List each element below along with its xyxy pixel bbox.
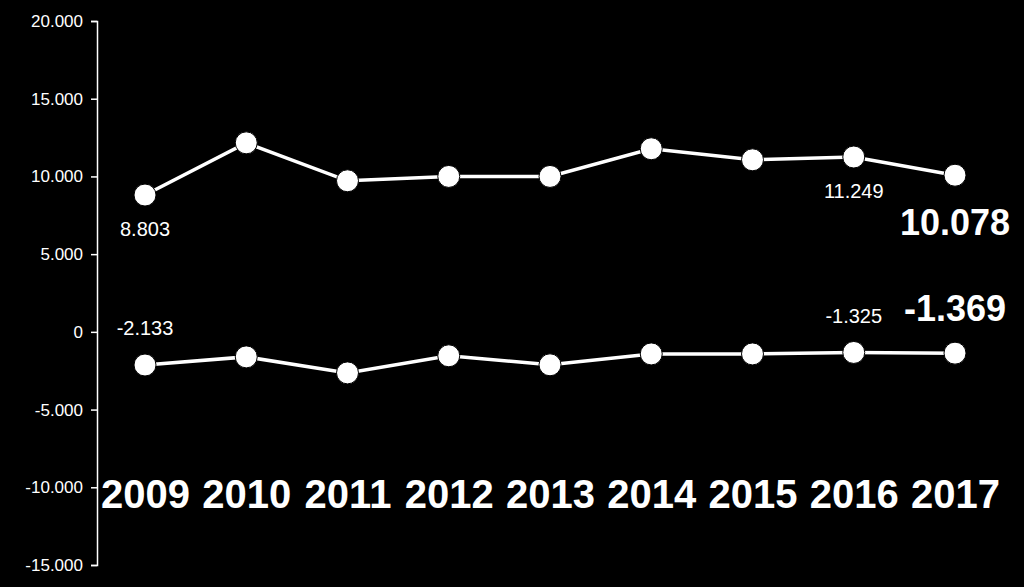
y-axis-line (91, 22, 98, 566)
y-tick: -10.000 (25, 478, 97, 497)
y-axis: -15.000 -10.000 -5.000 0 5.000 10.000 15.000 20… (25, 12, 97, 575)
data-label: -1.325 (825, 305, 882, 327)
y-tick: 20.000 (31, 12, 97, 31)
y-tick-mark (91, 409, 97, 411)
y-tick-label: 15.000 (31, 90, 83, 109)
series-marker (337, 170, 359, 192)
y-tick-label: -10.000 (25, 478, 83, 497)
y-tick: 10.000 (31, 167, 97, 186)
y-tick-mark (91, 21, 97, 23)
y-tick-mark (91, 176, 97, 178)
series-marker (843, 146, 865, 168)
y-tick: -5.000 (35, 401, 97, 420)
x-tick-label: 2017 (911, 472, 1000, 516)
series-marker (134, 354, 156, 376)
y-tick-label: 0 (74, 323, 83, 342)
data-label: 8.803 (120, 218, 170, 240)
series-marker (134, 184, 156, 206)
x-tick-label: 2013 (506, 472, 595, 516)
x-axis: 2009 2010 2011 2012 2013 2014 2015 2016 2017 (101, 472, 1000, 516)
series-marker (742, 343, 764, 365)
plot-area (134, 132, 966, 384)
series-marker (235, 346, 257, 368)
x-tick-label: 2014 (607, 472, 697, 516)
y-tick-label: -5.000 (35, 401, 83, 420)
y-tick-label: 10.000 (31, 167, 83, 186)
series-marker (337, 362, 359, 384)
y-tick: -15.000 (25, 556, 97, 575)
chart: -15.000 -10.000 -5.000 0 5.000 10.000 15.000 20… (0, 0, 1024, 587)
series-marker (944, 164, 966, 186)
x-tick-label: 2010 (202, 472, 291, 516)
y-tick-label: -15.000 (25, 556, 83, 575)
x-tick: 2017 (911, 472, 1000, 516)
series-marker (742, 149, 764, 171)
x-tick: 2014 (607, 472, 697, 516)
x-tick-label: 2016 (810, 472, 899, 516)
y-tick: 0 (74, 323, 97, 342)
x-tick: 2013 (506, 472, 595, 516)
y-tick-label: 5.000 (40, 245, 83, 264)
x-tick: 2011 (305, 472, 392, 516)
series-marker (539, 165, 561, 187)
series-marker (438, 345, 460, 367)
data-label: -2.133 (117, 317, 174, 339)
y-tick-label: 20.000 (31, 12, 83, 31)
series-marker (944, 342, 966, 364)
x-tick-label: 2015 (709, 472, 798, 516)
y-tick-mark (91, 332, 97, 334)
y-tick: 15.000 (31, 90, 97, 109)
y-tick-mark (91, 98, 97, 100)
data-labels: 8.803 11.249 10.078 -2.133 -1.325 -1.369 (117, 180, 1010, 339)
series-marker (438, 165, 460, 187)
x-tick-label: 2011 (305, 472, 392, 516)
y-tick-mark (91, 565, 97, 567)
y-tick-mark (91, 254, 97, 256)
series-marker (640, 138, 662, 160)
x-tick-label: 2012 (405, 472, 494, 516)
x-tick-label: 2009 (101, 472, 190, 516)
background (0, 0, 1024, 587)
y-tick-mark (91, 487, 97, 489)
series-marker (235, 132, 257, 154)
data-label: 11.249 (824, 180, 884, 202)
x-tick: 2016 (810, 472, 899, 516)
series-marker (843, 341, 865, 363)
y-tick: 5.000 (40, 245, 97, 264)
x-tick: 2012 (405, 472, 494, 516)
data-label: -1.369 (904, 288, 1006, 329)
x-tick: 2009 (101, 472, 190, 516)
x-tick: 2010 (202, 472, 291, 516)
data-label: 10.078 (900, 202, 1010, 243)
series-marker (539, 354, 561, 376)
series-marker (640, 343, 662, 365)
x-tick: 2015 (709, 472, 798, 516)
